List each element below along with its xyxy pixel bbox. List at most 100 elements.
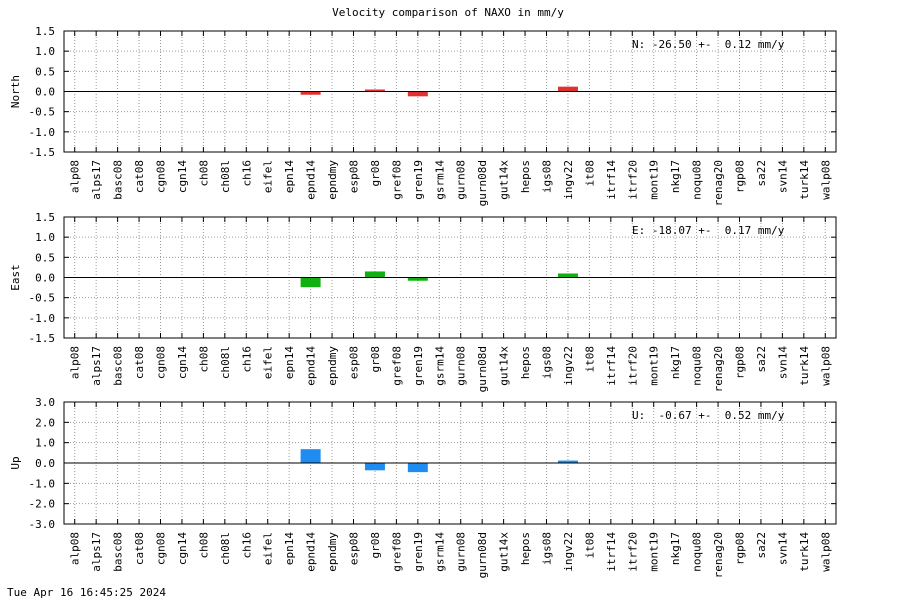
x-tick-label: itrf14 <box>605 160 618 200</box>
x-tick-label: ch16 <box>240 532 253 559</box>
x-tick-label: ch08 <box>197 532 210 559</box>
x-tick-label: rgp08 <box>734 160 747 193</box>
y-tick-label: -1.0 <box>29 312 56 325</box>
x-tick-label: alps17 <box>90 532 103 572</box>
x-tick-label: rgp08 <box>734 346 747 379</box>
bar-epnd14 <box>300 91 321 95</box>
y-tick-label: 1.5 <box>35 211 55 224</box>
x-tick-label: turk14 <box>798 160 811 200</box>
x-tick-label: eifel <box>262 346 275 379</box>
x-tick-label: ch08 <box>197 346 210 373</box>
y-tick-label: 0.5 <box>35 65 55 78</box>
x-tick-label: cgn08 <box>155 532 168 565</box>
x-tick-label: turk14 <box>798 346 811 386</box>
x-tick-label: noqu08 <box>691 346 704 386</box>
x-tick-label: ch08l <box>219 346 232 379</box>
x-tick-label: cgn08 <box>155 346 168 379</box>
bar-ingv22 <box>557 273 578 278</box>
timestamp: Tue Apr 16 16:45:25 2024 <box>7 586 166 599</box>
x-tick-label: mont19 <box>648 532 661 572</box>
x-tick-label: svn14 <box>776 532 789 565</box>
bar-gr08 <box>364 271 385 278</box>
x-tick-label: gurn08d <box>476 532 489 578</box>
x-tick-label: rgp08 <box>734 532 747 565</box>
x-tick-label: cgn14 <box>176 532 189 565</box>
x-tick-label: gr08 <box>369 532 382 559</box>
x-tick-label: mont19 <box>648 346 661 386</box>
y-tick-label: -1.5 <box>29 332 56 345</box>
x-tick-label: ch08l <box>219 532 232 565</box>
y-tick-label: 1.0 <box>35 231 55 244</box>
bar-epnd14 <box>300 449 321 463</box>
x-tick-label: gren19 <box>412 160 425 200</box>
x-tick-label: esp08 <box>348 160 361 193</box>
y-tick-label: 1.5 <box>35 25 55 38</box>
x-tick-label: epnd14 <box>305 160 318 200</box>
x-tick-label: mont19 <box>648 160 661 200</box>
x-tick-label: cgn14 <box>176 346 189 379</box>
x-tick-label: alps17 <box>90 160 103 200</box>
x-tick-label: cgn14 <box>176 160 189 193</box>
x-tick-label: gref08 <box>390 346 403 386</box>
y-tick-label: 3.0 <box>35 396 55 409</box>
x-tick-label: ch08l <box>219 160 232 193</box>
x-tick-label: gut14x <box>498 346 511 386</box>
x-tick-label: ch08 <box>197 160 210 187</box>
x-tick-label: ch16 <box>240 160 253 187</box>
chart-title: Velocity comparison of NAXO in mm/y <box>332 6 564 19</box>
x-tick-label: alp08 <box>69 160 82 193</box>
y-tick-label: -2.0 <box>29 498 56 511</box>
bar-epnd14 <box>300 277 321 288</box>
panel-up: -3.0 -2.0 -1.0 0.0 1.0 2.0 3.0 alp08 alps17 basc0… <box>9 396 837 578</box>
y-tick-label: 0.0 <box>35 272 55 285</box>
x-tick-label: it08 <box>583 160 596 187</box>
x-tick-label: itrf14 <box>605 532 618 572</box>
y-axis-label: Up <box>9 456 22 469</box>
x-tick-label: epnd14 <box>305 346 318 386</box>
x-tick-label: alp08 <box>69 346 82 379</box>
bar-ingv22 <box>557 86 578 92</box>
x-tick-label: nkg17 <box>669 160 682 193</box>
x-tick-label: gurn08d <box>476 160 489 206</box>
x-tick-label: it08 <box>583 346 596 373</box>
x-tick-label: basc08 <box>112 346 125 386</box>
x-tick-label: epn14 <box>283 160 296 193</box>
x-tick-label: gut14x <box>498 532 511 572</box>
x-tick-label: nkg17 <box>669 346 682 379</box>
y-tick-label: 1.0 <box>35 437 55 450</box>
y-tick-label: 0.5 <box>35 251 55 264</box>
x-tick-label: noqu08 <box>691 532 704 572</box>
x-tick-label: gr08 <box>369 160 382 187</box>
x-tick-label: gut14x <box>498 160 511 200</box>
x-tick-label: esp08 <box>348 532 361 565</box>
x-tick-label: renag20 <box>712 532 725 578</box>
velocity-annotation: E: -18.07 +- 0.17 mm/y <box>632 224 785 237</box>
x-tick-label: itrf14 <box>605 346 618 386</box>
x-tick-label: walp08 <box>819 346 832 386</box>
x-tick-label: turk14 <box>798 532 811 572</box>
x-tick-label: gref08 <box>390 532 403 572</box>
x-tick-label: cgn08 <box>155 160 168 193</box>
x-tick-label: it08 <box>583 532 596 559</box>
y-tick-label: -0.5 <box>29 292 56 305</box>
y-tick-label: -1.0 <box>29 126 56 139</box>
x-tick-label: gref08 <box>390 160 403 200</box>
y-axis-label: East <box>9 264 22 291</box>
x-tick-label: ch16 <box>240 346 253 373</box>
x-tick-label: itrf20 <box>626 532 639 572</box>
bar-ingv22 <box>557 460 578 463</box>
y-tick-label: -1.5 <box>29 146 56 159</box>
x-tick-label: epn14 <box>283 346 296 379</box>
y-tick-label: 2.0 <box>35 416 55 429</box>
x-tick-label: epnd14 <box>305 532 318 572</box>
velocity-annotation: U: -0.67 +- 0.52 mm/y <box>632 409 785 422</box>
x-tick-label: gren19 <box>412 532 425 572</box>
x-tick-label: nkg17 <box>669 532 682 565</box>
x-tick-label: noqu08 <box>691 160 704 200</box>
bar-gr08 <box>364 463 385 471</box>
x-tick-label: renag20 <box>712 346 725 392</box>
bar-gren19 <box>407 463 428 473</box>
x-tick-label: walp08 <box>819 160 832 200</box>
x-tick-label: sa22 <box>755 532 768 559</box>
x-tick-label: svn14 <box>776 160 789 193</box>
